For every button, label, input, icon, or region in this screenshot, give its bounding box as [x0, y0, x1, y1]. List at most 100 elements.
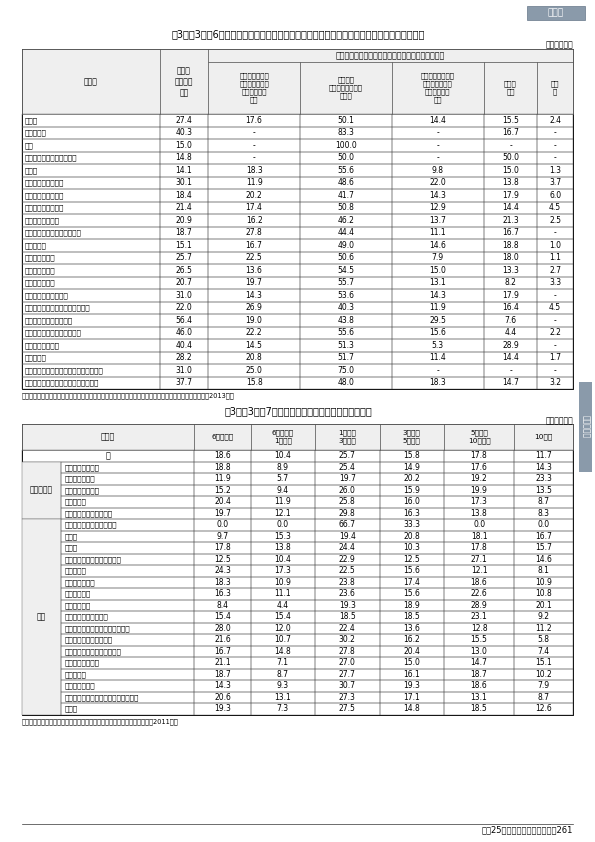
Text: 9.2: 9.2 [537, 612, 550, 621]
Text: 製造業（消費関連）: 製造業（消費関連） [25, 179, 64, 186]
Bar [22, 424, 195, 450]
Text: 15.4: 15.4 [274, 612, 291, 621]
Text: 4.5: 4.5 [549, 203, 561, 212]
Text: 9.4: 9.4 [277, 486, 289, 495]
Text: 20.7: 20.7 [176, 278, 192, 287]
Bar [208, 327, 300, 339]
Bar [195, 542, 250, 553]
Text: その他: その他 [64, 706, 77, 712]
Text: 14.6: 14.6 [430, 241, 446, 250]
Bar [22, 49, 573, 389]
Bar [444, 680, 514, 691]
Bar [444, 588, 514, 600]
Bar [159, 114, 208, 126]
Bar [537, 252, 573, 264]
Text: 10.3: 10.3 [403, 543, 420, 552]
Text: 4.4: 4.4 [505, 328, 516, 338]
Bar [208, 289, 300, 301]
Text: 18.5: 18.5 [403, 612, 420, 621]
Bar [315, 577, 380, 588]
Text: 46.2: 46.2 [337, 216, 355, 225]
Bar [444, 553, 514, 565]
Text: 23.1: 23.1 [471, 612, 487, 621]
Text: 17.6: 17.6 [471, 463, 487, 472]
Text: 51.7: 51.7 [337, 354, 355, 362]
Text: 12.9: 12.9 [430, 203, 446, 212]
Bar [22, 450, 195, 461]
Text: 25.4: 25.4 [339, 463, 356, 472]
Text: 19.7: 19.7 [214, 509, 231, 518]
Bar [22, 252, 159, 264]
Bar [392, 276, 484, 289]
Bar [159, 314, 208, 327]
Bar [315, 424, 380, 450]
Bar [484, 301, 537, 314]
Bar [195, 450, 250, 461]
Text: 9.8: 9.8 [432, 166, 444, 175]
Text: 17.9: 17.9 [502, 290, 519, 300]
Text: 14.5: 14.5 [246, 341, 262, 349]
Bar [208, 189, 300, 201]
Text: 宿泊業、飲食サービス業: 宿泊業、飲食サービス業 [25, 317, 73, 323]
Text: （単位　％）: （単位 ％） [545, 417, 573, 425]
Text: 12.1: 12.1 [471, 567, 487, 575]
Text: 生活関連サービス業、娯楽業: 生活関連サービス業、娯楽業 [25, 329, 82, 336]
Bar [250, 424, 315, 450]
Bar [514, 461, 573, 473]
Text: 18.6: 18.6 [214, 451, 231, 461]
Text: 28.9: 28.9 [502, 341, 519, 349]
Text: 15.5: 15.5 [471, 635, 487, 644]
Bar [61, 691, 195, 703]
Text: 16.7: 16.7 [502, 128, 519, 137]
Text: -: - [253, 128, 255, 137]
Bar [380, 646, 444, 657]
Text: 15.4: 15.4 [214, 612, 231, 621]
Text: 24.3: 24.3 [214, 567, 231, 575]
Bar [250, 622, 315, 634]
Bar [159, 152, 208, 164]
Text: 不動産業、物品賃貸業: 不動産業、物品賃貸業 [64, 614, 108, 620]
Bar [315, 646, 380, 657]
Text: 11.9: 11.9 [246, 179, 262, 187]
Text: 13.5: 13.5 [535, 486, 552, 495]
Text: 66.7: 66.7 [339, 520, 356, 530]
Bar [527, 6, 585, 20]
Bar [159, 351, 208, 364]
Text: 鉱業、採石業、砂利採取業: 鉱業、採石業、砂利採取業 [64, 521, 117, 528]
Text: 22.0: 22.0 [176, 303, 192, 312]
Text: 31.0: 31.0 [176, 290, 192, 300]
Text: 20.8: 20.8 [246, 354, 262, 362]
Text: 17.8: 17.8 [471, 543, 487, 552]
Text: 19.4: 19.4 [339, 532, 356, 541]
Bar [514, 691, 573, 703]
Text: 55.6: 55.6 [337, 166, 355, 175]
Text: -: - [554, 316, 556, 325]
Bar [300, 139, 392, 152]
Bar [380, 680, 444, 691]
Text: 漁業: 漁業 [25, 142, 34, 148]
Bar [392, 327, 484, 339]
Bar [61, 565, 195, 577]
Text: 19.3: 19.3 [214, 704, 231, 713]
Bar [537, 376, 573, 389]
Text: 複合サービス業: 複合サービス業 [64, 683, 95, 689]
Bar [250, 703, 315, 715]
Bar [208, 126, 300, 139]
Bar [159, 276, 208, 289]
Bar [300, 62, 392, 114]
Text: 15.8: 15.8 [403, 451, 420, 461]
Bar [195, 508, 250, 519]
Bar [380, 542, 444, 553]
Text: 10.9: 10.9 [535, 578, 552, 587]
Bar [300, 376, 392, 389]
Text: 11.7: 11.7 [535, 451, 552, 461]
Bar [250, 646, 315, 657]
Bar [159, 139, 208, 152]
Text: 17.3: 17.3 [274, 567, 291, 575]
Text: 3年超～
5年以内: 3年超～ 5年以内 [403, 429, 421, 445]
Text: 14.6: 14.6 [535, 555, 552, 564]
Bar [195, 553, 250, 565]
Text: 24.4: 24.4 [339, 543, 356, 552]
Bar [61, 508, 195, 519]
Bar [250, 508, 315, 519]
